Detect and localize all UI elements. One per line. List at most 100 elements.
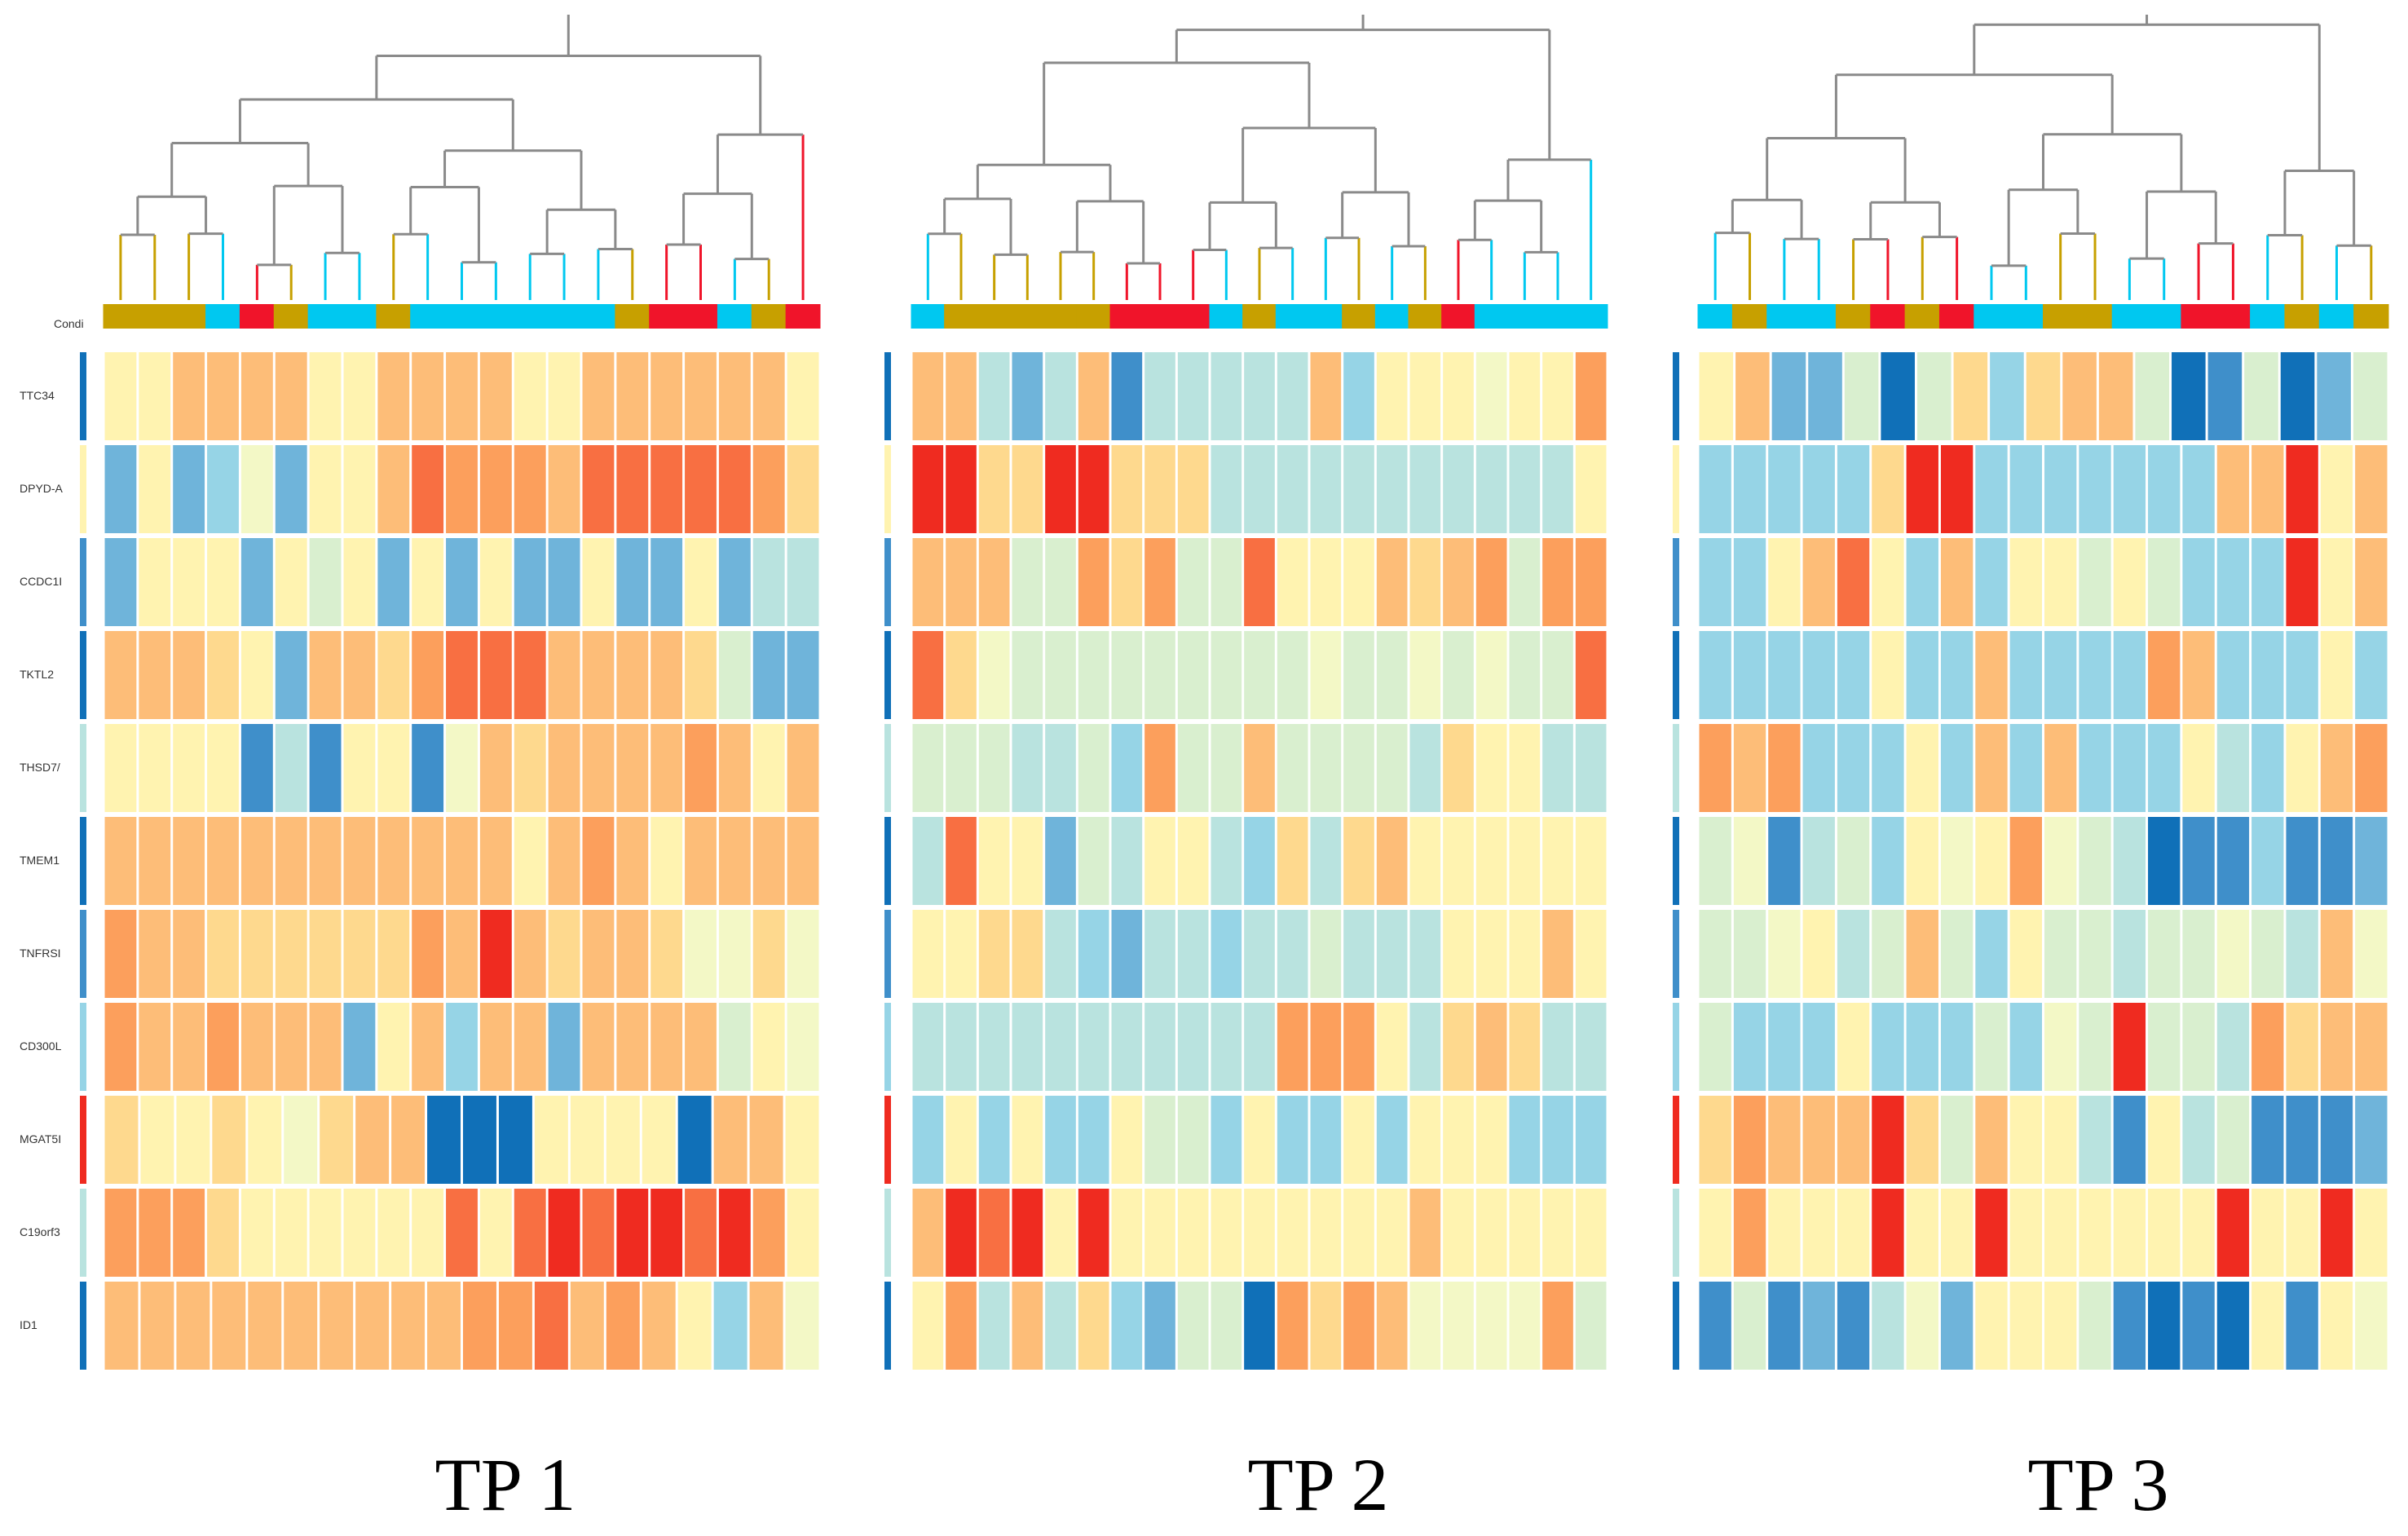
heatmap-cell [1045, 910, 1076, 998]
heatmap-cell [2355, 1003, 2388, 1091]
heatmap-cell [1443, 817, 1474, 905]
heatmap-cell [651, 1189, 683, 1277]
heatmap-cell [514, 538, 546, 626]
heatmap-cell [1837, 910, 1870, 998]
condition-cell [478, 304, 514, 329]
heatmap-cell [1012, 1189, 1043, 1277]
heatmap-cell [139, 910, 171, 998]
heatmap-cell [1542, 1096, 1573, 1184]
heatmap-cell [718, 352, 751, 440]
row-label: TTC34 [20, 389, 55, 402]
heatmap-cell [1012, 1003, 1043, 1091]
heatmap-cell [1906, 910, 1938, 998]
heatmap-cell [752, 1189, 785, 1277]
heatmap-cell [446, 724, 478, 812]
condition-cell [1731, 304, 1768, 329]
heatmap-cell [651, 724, 683, 812]
heatmap-cell [1733, 1003, 1766, 1091]
heatmap-cell [2044, 724, 2077, 812]
row-label: ID1 [20, 1318, 37, 1331]
heatmap-cell [173, 631, 205, 719]
heatmap-cell [1475, 631, 1507, 719]
heatmap-cell [446, 631, 478, 719]
heatmap-cell [1975, 1096, 2008, 1184]
heatmap-cell [718, 445, 751, 533]
heatmap-cell [1376, 538, 1408, 626]
heatmap-cell [1575, 724, 1607, 812]
heatmap-cell [2148, 1003, 2181, 1091]
heatmap-cell [514, 910, 546, 998]
heatmap-cell [2216, 1096, 2250, 1184]
heatmap-cell [1575, 352, 1607, 440]
heatmap-cell [1111, 1096, 1143, 1184]
heatmap-cell [1211, 1003, 1242, 1091]
heatmap-cell [582, 445, 615, 533]
heatmap-cell [320, 1096, 354, 1184]
heatmap-cell [1310, 631, 1342, 719]
heatmap-cell [685, 352, 717, 440]
heatmap-cell [1078, 1189, 1109, 1277]
heatmap-cell [275, 1189, 307, 1277]
row-label: CD300L [20, 1039, 62, 1053]
heatmap-cell [173, 724, 205, 812]
condition-cell [1408, 304, 1443, 329]
condition-cell [1275, 304, 1310, 329]
heatmap-cell [2182, 724, 2215, 812]
heatmap-cell [2009, 817, 2042, 905]
heatmap-cell [582, 910, 615, 998]
heatmap-cell [2320, 910, 2353, 998]
heatmap-cell [1045, 538, 1076, 626]
heatmap-cell [207, 631, 239, 719]
heatmap-cell [1078, 631, 1109, 719]
heatmap-cell [1277, 1189, 1308, 1277]
condition-cell [1541, 304, 1575, 329]
heatmap-cell [1509, 1189, 1541, 1277]
heatmap-cell [1078, 1096, 1109, 1184]
condition-cell [2008, 304, 2044, 329]
heatmap-cell [1906, 1096, 1938, 1184]
heatmap-cell [446, 1003, 478, 1091]
heatmap-cell [140, 1282, 174, 1370]
heatmap-cell [1078, 445, 1109, 533]
row-annotation-cell [1673, 538, 1679, 626]
heatmap-cell [463, 1282, 496, 1370]
heatmap-cell [1211, 352, 1242, 440]
heatmap-cell [1310, 910, 1342, 998]
heatmap-cell [1735, 352, 1770, 440]
heatmap-cell [1916, 352, 1952, 440]
heatmap-cell [391, 1096, 426, 1184]
heatmap-cell [1699, 910, 1731, 998]
heatmap-cell [173, 1189, 205, 1277]
heatmap-cell [1244, 910, 1275, 998]
condition-cell [1697, 304, 1733, 329]
heatmap-cell [1975, 1003, 2008, 1091]
row-annotation-cell [1673, 1282, 1679, 1370]
heatmap-cell [1177, 817, 1209, 905]
heatmap-cell [1699, 538, 1731, 626]
row-annotation-cell [1673, 1096, 1679, 1184]
heatmap-cell [1111, 910, 1143, 998]
heatmap-cell [514, 445, 546, 533]
heatmap-cell [1906, 1003, 1938, 1091]
condition-cell [1801, 304, 1837, 329]
heatmap-cell [1343, 1003, 1374, 1091]
heatmap-cell [548, 538, 580, 626]
heatmap-cell [2320, 724, 2353, 812]
heatmap-cell [548, 910, 580, 998]
heatmap-cell [2286, 631, 2318, 719]
heatmap-cell [1012, 631, 1043, 719]
heatmap-cell [309, 631, 342, 719]
row-label: TMEM1 [20, 854, 60, 867]
condition-cell [2181, 304, 2216, 329]
heatmap-cell [946, 352, 977, 440]
heatmap-cell [1837, 1003, 1870, 1091]
heatmap-cell [1310, 445, 1342, 533]
heatmap-cell [1376, 724, 1408, 812]
heatmap-cell [1177, 1189, 1209, 1277]
heatmap-cell [412, 724, 444, 812]
condition-cell [273, 304, 309, 329]
heatmap-cell [240, 817, 273, 905]
heatmap-cell [275, 352, 307, 440]
heatmap-cell [2182, 1282, 2215, 1370]
heatmap-cell [2286, 1096, 2318, 1184]
